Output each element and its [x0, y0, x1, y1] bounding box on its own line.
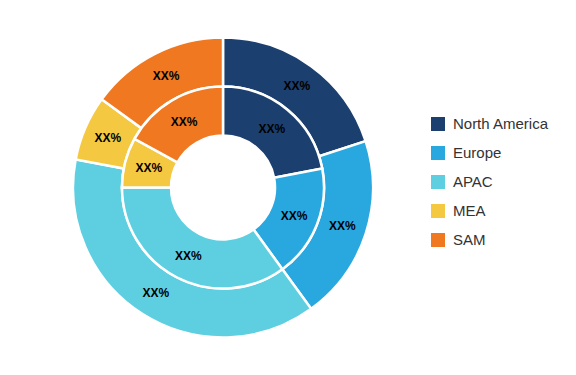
html-text:Europe: Europe: [453, 144, 502, 161]
html-text:SAM: SAM: [453, 231, 486, 248]
html-text:MEA: MEA: [453, 202, 486, 219]
svg-text:XX%: XX%: [175, 249, 202, 263]
svg-text:XX%: XX%: [171, 115, 198, 129]
svg-text:XX%: XX%: [281, 209, 308, 223]
svg-text:XX%: XX%: [142, 286, 169, 300]
svg-text:XX%: XX%: [153, 69, 180, 83]
svg-text:XX%: XX%: [94, 131, 121, 145]
svg-text:XX%: XX%: [283, 79, 310, 93]
svg-text:XX%: XX%: [329, 219, 356, 233]
svg-text:XX%: XX%: [258, 122, 285, 136]
svg-text:XX%: XX%: [136, 161, 163, 175]
html-text:North America: North America: [453, 115, 548, 132]
html-text:APAC: APAC: [453, 173, 493, 190]
